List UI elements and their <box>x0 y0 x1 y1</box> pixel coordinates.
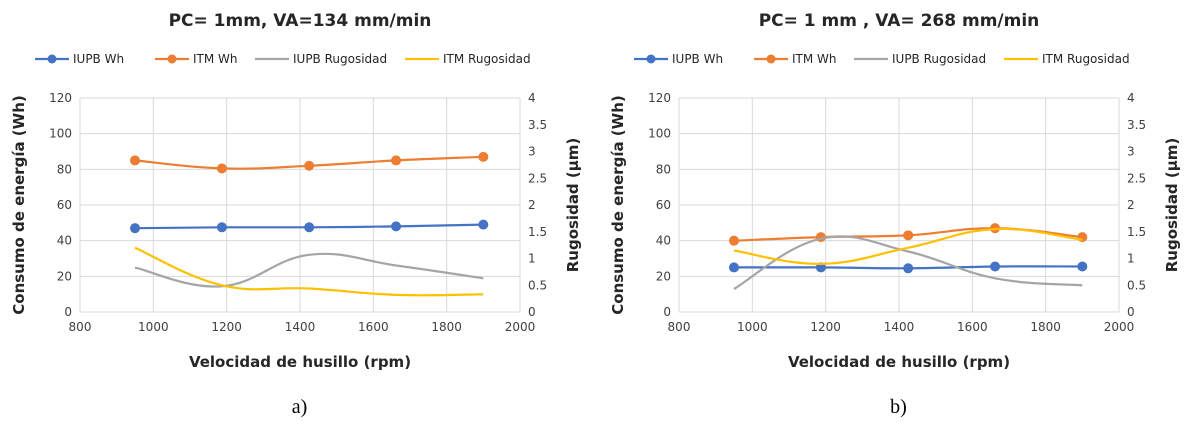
chart-a-y2-tick-label: 0 <box>528 305 536 319</box>
caption-a: a) <box>291 396 308 418</box>
chart-a-x-axis-label: Velocidad de husillo (rpm) <box>189 353 411 371</box>
chart-b-legend-label-iupb-rugosidad: IUPB Rugosidad <box>892 52 986 66</box>
chart-b-series-line-itm-rugosidad <box>733 227 1083 266</box>
chart-b-y2-tick-label: 3 <box>1127 145 1135 159</box>
chart-b-y2-axis-label: Rugosidad (µm) <box>1163 138 1181 273</box>
chart-b-data-point-itm-wh <box>1077 232 1088 243</box>
chart-a-data-point-iupb-wh <box>304 222 315 233</box>
chart-a-legend-marker-iupb-wh <box>47 54 57 64</box>
chart-a-legend-label-itm-rugosidad: ITM Rugosidad <box>443 52 531 66</box>
chart-b-data-point-itm-wh <box>903 230 914 241</box>
chart-b-y2-tick-label: 1.5 <box>1127 225 1146 239</box>
chart-a-y-tick-label: 20 <box>57 269 72 283</box>
chart-b-legend-label-itm-rugosidad: ITM Rugosidad <box>1042 52 1130 66</box>
chart-b-y2-tick-label: 2 <box>1127 198 1135 212</box>
chart-b-data-point-iupb-wh <box>990 261 1001 272</box>
chart-a-x-tick-label: 1000 <box>138 320 169 334</box>
chart-b-title: PC= 1 mm , VA= 268 mm/min <box>759 11 1040 31</box>
chart-a-y-tick-label: 120 <box>49 91 72 105</box>
chart-a-y-tick-label: 60 <box>57 198 72 212</box>
chart-a-legend-label-iupb-rugosidad: IUPB Rugosidad <box>293 52 387 66</box>
chart-b-y-tick-label: 60 <box>656 198 671 212</box>
chart-b-y-tick-label: 120 <box>648 91 671 105</box>
chart-b-y2-tick-label: 1 <box>1127 252 1135 266</box>
chart-b-legend-label-itm-wh: ITM Wh <box>792 52 837 66</box>
chart-a-data-point-itm-wh <box>130 155 140 166</box>
chart-b-y2-tick-label: 4 <box>1127 91 1135 105</box>
chart-a-data-point-iupb-wh <box>216 222 227 233</box>
chart-a-y2-axis-label: Rugosidad (µm) <box>564 138 582 273</box>
chart-b-x-tick-label: 1200 <box>810 320 841 334</box>
chart-b-legend-marker-itm-wh <box>766 54 776 64</box>
chart-b-legend-label-iupb-wh: IUPB Wh <box>672 52 723 66</box>
chart-b-x-tick-label: 1400 <box>884 320 915 334</box>
chart-a-data-point-iupb-wh <box>391 221 402 232</box>
chart-a-series-line-iupb-rugosidad <box>134 252 484 288</box>
chart-a-legend-label-itm-wh: ITM Wh <box>193 52 238 66</box>
chart-b-series-line-iupb-rugosidad <box>733 235 1083 290</box>
chart-a-data-point-itm-wh <box>391 155 402 166</box>
chart-a-x-tick-label: 1200 <box>211 320 242 334</box>
chart-a-y2-tick-label: 3.5 <box>528 118 547 132</box>
chart-b-x-tick-label: 1600 <box>957 320 988 334</box>
chart-b-legend-marker-iupb-wh <box>646 54 656 64</box>
chart-b-x-tick-label: 2000 <box>1104 320 1135 334</box>
chart-a-y2-tick-label: 3 <box>528 145 536 159</box>
chart-panel-b: PC= 1 mm , VA= 268 mm/min IUPB Wh ITM Wh IU… <box>599 0 1198 446</box>
chart-b-data-point-iupb-wh <box>729 262 739 273</box>
chart-b-y-tick-label: 20 <box>656 269 671 283</box>
chart-a-data-point-iupb-wh <box>478 219 489 230</box>
chart-b-y-tick-label: 40 <box>656 234 671 248</box>
chart-a-y-tick-label: 40 <box>57 234 72 248</box>
chart-b-data-point-iupb-wh <box>903 263 914 274</box>
chart-b-x-tick-label: 800 <box>668 320 691 334</box>
chart-a-y2-tick-label: 1 <box>528 252 536 266</box>
chart-a-y-tick-label: 100 <box>49 127 72 141</box>
chart-a-y-tick-label: 80 <box>57 162 72 176</box>
chart-b-y2-tick-label: 0 <box>1127 305 1135 319</box>
chart-a-x-tick-label: 1400 <box>285 320 316 334</box>
chart-a-x-tick-label: 1800 <box>431 320 462 334</box>
chart-a-y-axis-label: Consumo de energía (Wh) <box>10 95 28 314</box>
caption-b: b) <box>890 396 907 418</box>
chart-a-x-tick-label: 800 <box>69 320 92 334</box>
chart-b-y2-tick-label: 3.5 <box>1127 118 1146 132</box>
chart-b-x-tick-label: 1000 <box>737 320 768 334</box>
chart-a-data-point-iupb-wh <box>130 223 140 234</box>
chart-b-data-point-iupb-wh <box>1077 261 1088 272</box>
chart-b-y2-tick-label: 0.5 <box>1127 278 1146 292</box>
chart-b-svg: PC= 1 mm , VA= 268 mm/min IUPB Wh ITM Wh IU… <box>609 11 1181 371</box>
chart-a-y2-tick-label: 4 <box>528 91 536 105</box>
chart-a-title: PC= 1mm, VA=134 mm/min <box>169 11 432 31</box>
chart-b-y-tick-label: 100 <box>648 127 671 141</box>
chart-a-y-tick-label: 0 <box>64 305 72 319</box>
chart-a-y2-tick-label: 2.5 <box>528 171 547 185</box>
chart-b-data-point-itm-wh <box>729 235 739 246</box>
chart-b-y-tick-label: 80 <box>656 162 671 176</box>
chart-b-y2-tick-label: 2.5 <box>1127 171 1146 185</box>
chart-b-y-axis-label: Consumo de energía (Wh) <box>609 95 627 314</box>
chart-a-x-tick-label: 1600 <box>358 320 389 334</box>
chart-a-x-tick-label: 2000 <box>505 320 536 334</box>
chart-a-y2-tick-label: 0.5 <box>528 278 547 292</box>
chart-a-data-point-itm-wh <box>478 151 489 162</box>
chart-a-series-line-itm-rugosidad <box>134 246 484 297</box>
chart-a-legend-marker-itm-wh <box>167 54 177 64</box>
chart-b-y-tick-label: 0 <box>663 305 671 319</box>
chart-a-y2-tick-label: 2 <box>528 198 536 212</box>
chart-a-svg: PC= 1mm, VA=134 mm/min IUPB Wh ITM Wh IUPB … <box>10 11 582 371</box>
chart-b-x-tick-label: 1800 <box>1030 320 1061 334</box>
chart-panel-a: PC= 1mm, VA=134 mm/min IUPB Wh ITM Wh IUPB … <box>10 11 582 418</box>
chart-b-x-axis-label: Velocidad de husillo (rpm) <box>788 353 1010 371</box>
chart-a-data-point-itm-wh <box>216 163 227 174</box>
chart-a-legend-label-iupb-wh: IUPB Wh <box>73 52 124 66</box>
chart-a-data-point-itm-wh <box>304 160 315 171</box>
chart-a-y2-tick-label: 1.5 <box>528 225 547 239</box>
